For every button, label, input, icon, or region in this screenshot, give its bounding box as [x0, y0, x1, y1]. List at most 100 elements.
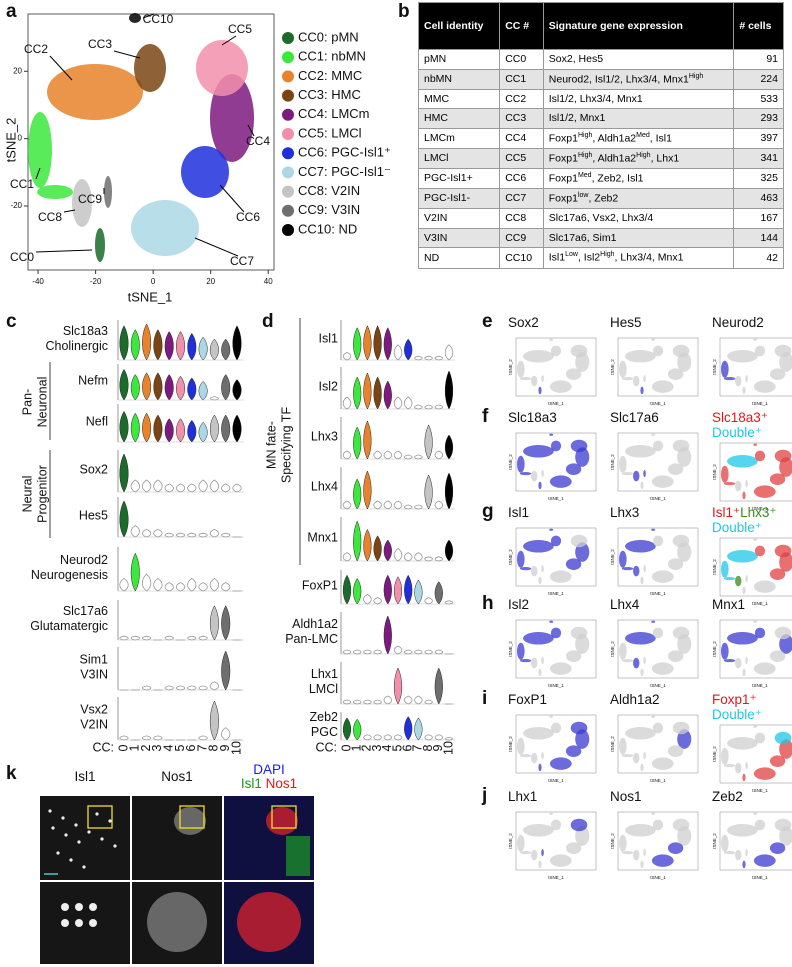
violin [209, 396, 220, 401]
violin [119, 410, 129, 443]
mini-x-label: tSNE_1 [752, 788, 768, 793]
cells-cell: 91 [733, 49, 784, 70]
mini-cloud [651, 475, 674, 488]
mini-cloud [727, 350, 758, 363]
cluster-tag: CC4 [246, 134, 270, 148]
violin [403, 552, 413, 562]
cc-tick-label: 4 [161, 744, 175, 751]
mini-cloud [754, 627, 766, 639]
plot-title: Lhx1 [508, 789, 537, 804]
violin [414, 404, 423, 410]
cc-cell: CC5 [499, 147, 544, 170]
plot-title: Double⁺ [712, 707, 762, 722]
row-label: Isl1 [319, 331, 339, 345]
row-label: PGC [311, 725, 338, 739]
mini-cloud [640, 386, 644, 395]
mini-cloud [550, 440, 562, 452]
cc-cell: CC0 [499, 49, 544, 70]
identity-cell: pMN [417, 49, 501, 70]
cc-axis-label: CC: [315, 740, 337, 754]
mini-y-label: tSNE_2 [508, 641, 513, 657]
mini-cloud [625, 632, 656, 645]
violin [176, 375, 185, 401]
mini-cloud [516, 834, 525, 852]
identity-cell: V3IN [417, 227, 501, 249]
superscript: High [688, 72, 704, 80]
cc-cell: CC7 [499, 188, 544, 210]
nucleus [61, 816, 65, 820]
violin [164, 483, 174, 493]
mini-cloud [643, 565, 646, 573]
expression-cell: Foxp1High, Aldh1a2Med, Isl1 [542, 127, 735, 149]
expression-cell: Isl1/2, Lhx3/4, Mnx1 [542, 88, 735, 110]
violin [434, 404, 444, 410]
superscript: Low [565, 251, 578, 259]
violin [444, 434, 454, 460]
mini-cloud [541, 657, 544, 665]
violin [414, 552, 423, 562]
title-part: Slc18a3 [508, 410, 557, 425]
cluster-cloud [181, 146, 229, 198]
superscript: High [600, 251, 615, 259]
cluster-cloud [210, 74, 254, 162]
violin [176, 331, 185, 361]
violin [198, 336, 208, 361]
panel-label: h [482, 593, 494, 614]
gene-text: Isl1 [548, 251, 566, 264]
violin [373, 649, 382, 655]
mini-x-label: tSNE_1 [548, 591, 564, 596]
violin [153, 528, 163, 538]
gene-text: Isl1/2, Mnx1 [548, 112, 606, 125]
violin [404, 716, 413, 741]
violin [373, 597, 382, 605]
mini-cloud [754, 732, 766, 744]
mini-cloud [523, 632, 554, 645]
plot-title: Zeb2 [712, 789, 743, 804]
row-label: V2IN [80, 717, 108, 731]
row-label: Hes5 [79, 508, 108, 522]
title-part: Isl2 [508, 597, 529, 612]
mini-cloud [774, 731, 792, 745]
violin [373, 500, 382, 510]
expression-cell: Slc17a6, Sim1 [542, 227, 735, 249]
mini-y-label: tSNE_2 [712, 559, 717, 575]
violin [198, 582, 208, 592]
violin [142, 372, 152, 401]
legend-entry: CC2: MMC [298, 68, 362, 83]
pointer-arrow [219, 184, 245, 213]
violin [444, 736, 454, 741]
mini-cloud [677, 542, 692, 562]
plot-title: Slc17a6 [610, 410, 659, 425]
violin [187, 685, 197, 691]
cc-tick-label: 4 [380, 744, 394, 751]
plot-title: Slc18a3⁺ [712, 410, 768, 425]
panel-label: k [6, 763, 17, 784]
mini-cloud [769, 755, 786, 767]
cc-tick-label: 0 [116, 744, 130, 751]
mini-cloud [652, 345, 664, 357]
table-row: LMCm CC4 Foxp1High, Aldh1a2Med, Isl1 397 [417, 127, 784, 149]
mini-frame [719, 337, 792, 397]
cluster-tag: CC5 [228, 22, 252, 36]
mini-y-label: tSNE_2 [712, 359, 717, 375]
cc-cell: CC6 [499, 168, 544, 190]
mini-frame [719, 811, 792, 871]
signal-green [286, 836, 310, 876]
gene-text: , Zeb2 [588, 192, 619, 205]
title-part: Aldh1a2 [610, 692, 660, 707]
violin [403, 649, 413, 655]
title-part: Slc17a6 [610, 410, 659, 425]
cluster-cloud [131, 200, 199, 256]
legend-swatch [282, 51, 294, 64]
micrograph [40, 882, 130, 964]
cc-tick-label: 6 [184, 744, 198, 751]
violin [424, 597, 433, 605]
mini-x-label: tSNE_1 [650, 778, 666, 783]
violin [153, 414, 163, 443]
mini-x-label: tSNE_1 [752, 401, 768, 406]
row-label: Mnx1 [307, 530, 338, 544]
mini-cloud [633, 657, 640, 669]
mini-frame [617, 432, 699, 492]
mini-cloud [672, 344, 690, 358]
row-label: Slc18a3 [63, 324, 108, 338]
